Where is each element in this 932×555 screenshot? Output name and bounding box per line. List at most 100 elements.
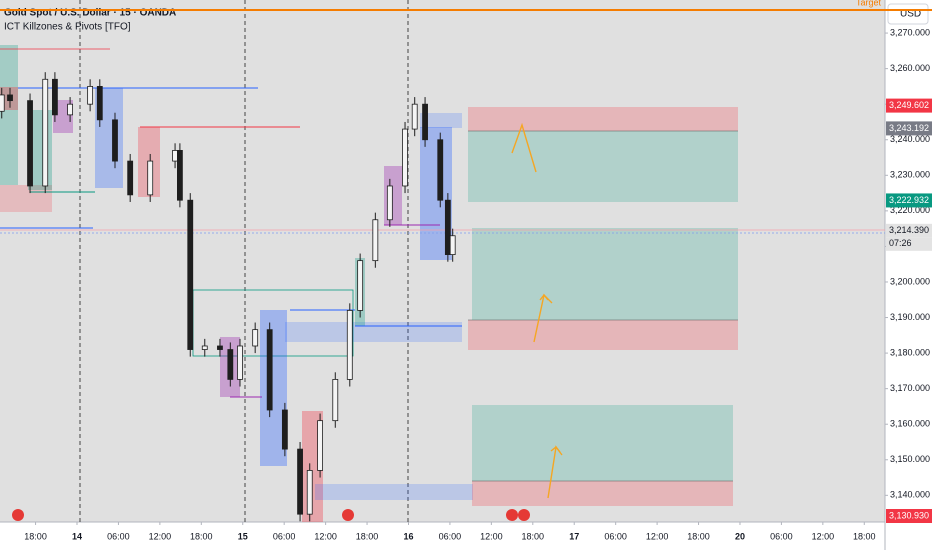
candle-body (402, 128, 408, 187)
y-tick-label: 3,240.000 (890, 134, 930, 144)
price-marker-label: 3,249.602 (889, 100, 929, 110)
x-tick-label: 12:00 (314, 531, 337, 541)
projection-arrow (511, 122, 537, 173)
y-tick-label: 3,170.000 (890, 383, 930, 393)
candle-body (227, 349, 234, 380)
candle-body (7, 94, 13, 102)
x-tick-label: 12:00 (149, 531, 172, 541)
candle-body (187, 199, 194, 350)
candle-body (27, 100, 33, 187)
candle-body (266, 329, 273, 411)
x-tick-label: 06:00 (439, 531, 462, 541)
candle-body (96, 86, 103, 121)
x-tick-label: 18:00 (687, 531, 710, 541)
time-axis (0, 522, 885, 550)
x-tick-label: 18:00 (356, 531, 379, 541)
x-tick-label: 12:00 (812, 531, 835, 541)
zone (285, 322, 462, 342)
candle-body (0, 94, 5, 112)
candle-body (112, 119, 118, 162)
candle-body (281, 409, 288, 450)
price-marker-label: 3,243.192 (889, 123, 929, 133)
y-tick-label: 3,200.000 (890, 276, 930, 286)
price-marker (886, 193, 932, 208)
x-tick-label: 18:00 (522, 531, 545, 541)
candle-body (332, 379, 339, 422)
candle-body (42, 78, 49, 187)
candle-body (217, 345, 223, 350)
x-tick-label: 06:00 (770, 531, 793, 541)
price-marker-label: 3,130.930 (889, 510, 929, 520)
zone (315, 484, 473, 500)
candle-body (449, 235, 456, 255)
currency-label[interactable]: USD (900, 9, 921, 20)
target-zone (468, 320, 738, 350)
projection-arrow (550, 446, 561, 453)
event-icon[interactable] (342, 509, 354, 521)
x-tick-label: 18:00 (853, 531, 876, 541)
candle-body (52, 78, 58, 116)
zone (420, 113, 462, 128)
zone (384, 166, 402, 225)
event-icon[interactable] (12, 509, 24, 521)
target-zone (468, 131, 738, 202)
y-tick-label: 3,140.000 (890, 490, 930, 500)
candle-body (177, 150, 183, 201)
x-tick-label: 06:00 (273, 531, 296, 541)
countdown: 07:26 (889, 238, 912, 248)
candle-body (411, 103, 418, 130)
countdown-bg (886, 237, 932, 251)
candle-body (357, 260, 364, 311)
y-tick-label: 3,190.000 (890, 312, 930, 322)
candle-body (346, 310, 353, 380)
candle-body (422, 103, 428, 141)
plot-background (0, 0, 885, 522)
y-tick-label: 3,260.000 (890, 63, 930, 73)
x-tick-label: 18:00 (190, 531, 213, 541)
x-tick-label: 14 (72, 531, 82, 541)
x-tick-label: 16 (403, 531, 413, 541)
candle-body (201, 345, 208, 350)
event-icon[interactable] (518, 509, 530, 521)
y-tick-label: 3,150.000 (890, 454, 930, 464)
target-zone (472, 481, 733, 506)
killzones (0, 45, 885, 522)
candle-body (437, 139, 444, 201)
y-tick-label: 3,230.000 (890, 170, 930, 180)
candle-body (87, 86, 94, 105)
indicator-name: ICT Killzones & Pivots [TFO] (4, 22, 131, 33)
price-marker (886, 223, 932, 238)
target-zone (472, 228, 738, 320)
x-tick-label: 06:00 (604, 531, 627, 541)
projection-arrow (539, 293, 549, 301)
target-zone (468, 107, 738, 131)
candle-body (444, 199, 451, 255)
zone (0, 185, 52, 212)
x-tick-label: 15 (238, 531, 248, 541)
candle-body (127, 160, 134, 196)
price-marker (886, 509, 932, 523)
price-marker-label: 3,214.390 (889, 225, 929, 235)
price-marker (886, 98, 932, 113)
price-marker-label: 3,222.932 (889, 195, 929, 205)
y-tick-label: 3,220.000 (890, 205, 930, 215)
target-zone (472, 405, 733, 481)
x-tick-label: 20 (735, 531, 745, 541)
candle-body (372, 219, 379, 262)
x-tick-label: 12:00 (480, 531, 503, 541)
x-tick-label: 06:00 (107, 531, 130, 541)
y-tick-label: 3,270.000 (890, 27, 930, 37)
candle-body (317, 420, 323, 471)
candle-body (147, 160, 154, 196)
candle-body (67, 103, 73, 116)
candle-body (297, 448, 303, 515)
y-tick-label: 3,160.000 (890, 419, 930, 429)
zone (0, 45, 18, 185)
candle-body (252, 329, 259, 347)
event-icon[interactable] (506, 509, 518, 521)
session-separators (79, 0, 409, 522)
x-tick-label: 12:00 (646, 531, 669, 541)
price-marker (886, 121, 932, 136)
y-tick-label: 3,180.000 (890, 347, 930, 357)
